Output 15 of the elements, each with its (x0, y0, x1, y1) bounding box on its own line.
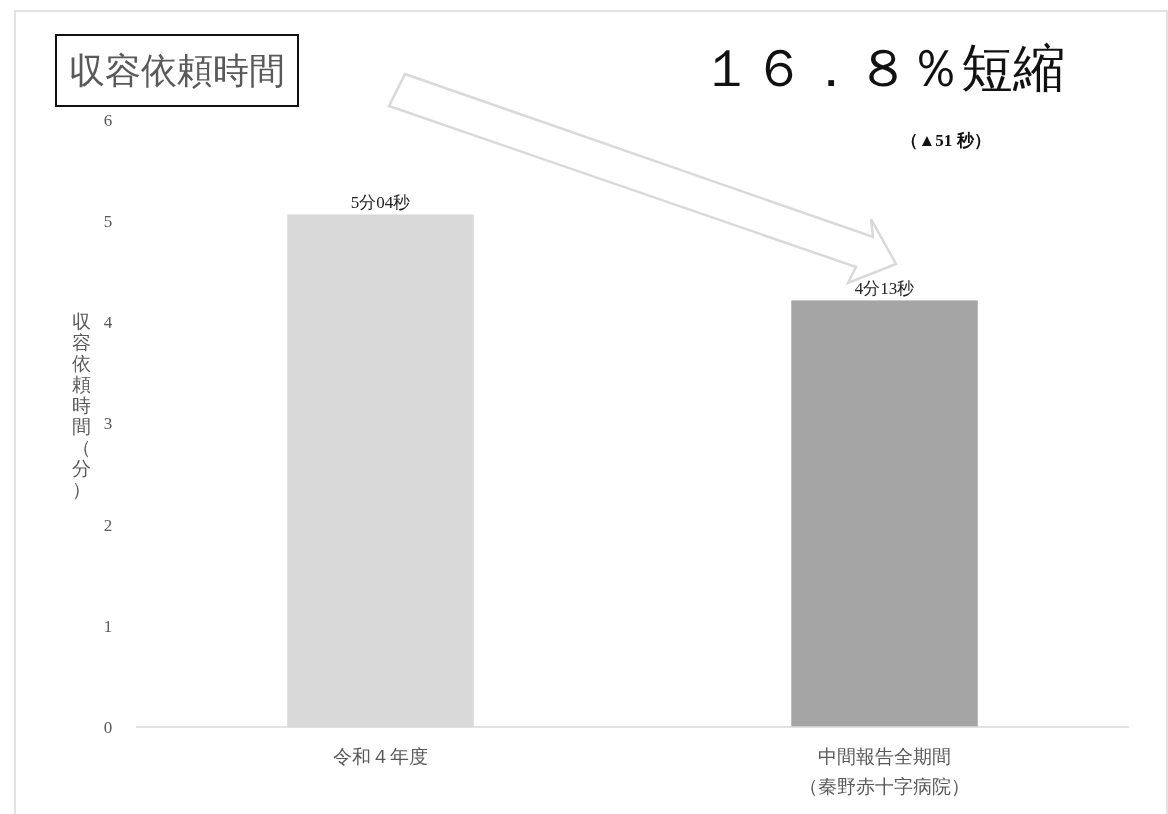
data-label: 5分04秒 (350, 193, 411, 213)
y-tick-label: 2 (103, 515, 113, 535)
y-tick-label: 4 (103, 313, 113, 333)
chart-title: 収容依頼時間 (69, 50, 285, 91)
annotation: （▲51 秒） (901, 131, 991, 150)
text: １６．８％短縮 (701, 40, 1065, 97)
y-tick-label: 1 (103, 616, 113, 636)
y-tick-label: 6 (103, 110, 113, 130)
y-tick-label: 3 (103, 414, 113, 434)
x-tick-label: 中間報告全期間（秦野赤十字病院） (799, 746, 971, 797)
data-label: 4分13秒 (854, 279, 915, 299)
text: 収容依頼時間（分） (71, 311, 91, 500)
x-tick-label: 令和４年度 (332, 746, 428, 767)
y-tick-label: 0 (103, 717, 113, 737)
y-tick-label: 5 (103, 212, 113, 232)
